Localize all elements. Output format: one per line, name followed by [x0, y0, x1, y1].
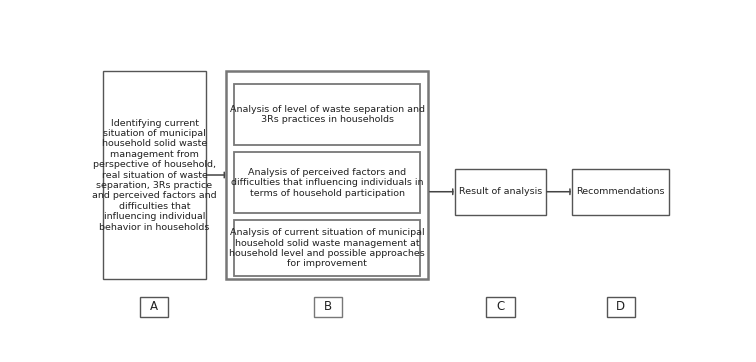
Text: Analysis of current situation of municipal
household solid waste management at
h: Analysis of current situation of municip… — [229, 228, 425, 268]
Text: Result of analysis: Result of analysis — [459, 188, 542, 196]
Text: D: D — [616, 300, 625, 313]
Text: C: C — [497, 300, 505, 313]
FancyBboxPatch shape — [104, 71, 206, 279]
Text: Identifying current
situation of municipal
household solid waste
management from: Identifying current situation of municip… — [92, 119, 217, 232]
FancyBboxPatch shape — [572, 169, 668, 215]
FancyBboxPatch shape — [486, 297, 515, 317]
Text: Recommendations: Recommendations — [576, 188, 665, 196]
Text: B: B — [324, 300, 332, 313]
FancyBboxPatch shape — [140, 297, 169, 317]
FancyBboxPatch shape — [226, 71, 429, 279]
FancyBboxPatch shape — [234, 152, 420, 214]
Text: Analysis of level of waste separation and
3Rs practices in households: Analysis of level of waste separation an… — [230, 105, 425, 124]
FancyBboxPatch shape — [234, 220, 420, 276]
FancyBboxPatch shape — [314, 297, 342, 317]
FancyBboxPatch shape — [606, 297, 635, 317]
Text: Analysis of perceived factors and
difficulties that influencing individuals in
t: Analysis of perceived factors and diffic… — [231, 168, 423, 198]
FancyBboxPatch shape — [455, 169, 546, 215]
Text: A: A — [150, 300, 158, 313]
FancyBboxPatch shape — [234, 84, 420, 145]
